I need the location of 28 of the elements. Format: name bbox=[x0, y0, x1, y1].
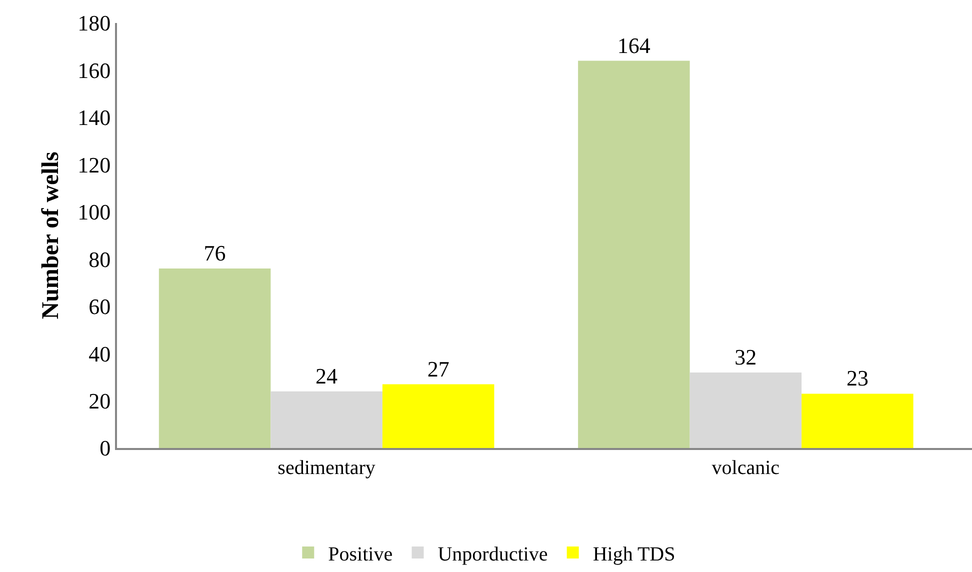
y-axis-title: Number of wells bbox=[38, 152, 64, 320]
legend-label: High TDS bbox=[592, 543, 676, 566]
bar bbox=[802, 394, 914, 448]
x-tick-label: volcanic bbox=[712, 457, 780, 479]
bar bbox=[382, 384, 494, 448]
y-tick-label: 140 bbox=[78, 105, 111, 130]
legend-label: Positive bbox=[328, 543, 393, 566]
y-tick-label: 180 bbox=[78, 10, 111, 36]
bar bbox=[158, 268, 271, 448]
data-label: 24 bbox=[316, 363, 338, 388]
y-tick-label: 120 bbox=[78, 152, 111, 178]
legend-label: Unporductive bbox=[438, 543, 548, 566]
y-tick-label: 40 bbox=[88, 341, 111, 366]
y-tick-label: 20 bbox=[88, 388, 111, 414]
data-label: 27 bbox=[427, 356, 450, 382]
data-label: 76 bbox=[204, 240, 226, 266]
x-tick-label: sedimentary bbox=[278, 457, 376, 479]
data-label: 164 bbox=[617, 32, 650, 58]
y-tick-label: 60 bbox=[88, 294, 111, 320]
data-label: 32 bbox=[734, 344, 757, 370]
y-tick-label: 160 bbox=[78, 58, 111, 83]
y-tick-label: 100 bbox=[78, 200, 111, 225]
bar bbox=[690, 372, 802, 448]
y-tick-label: 80 bbox=[88, 246, 111, 272]
data-label: 23 bbox=[846, 366, 868, 391]
bar bbox=[578, 60, 690, 448]
bar bbox=[270, 391, 382, 448]
y-tick-label: 0 bbox=[100, 436, 111, 461]
